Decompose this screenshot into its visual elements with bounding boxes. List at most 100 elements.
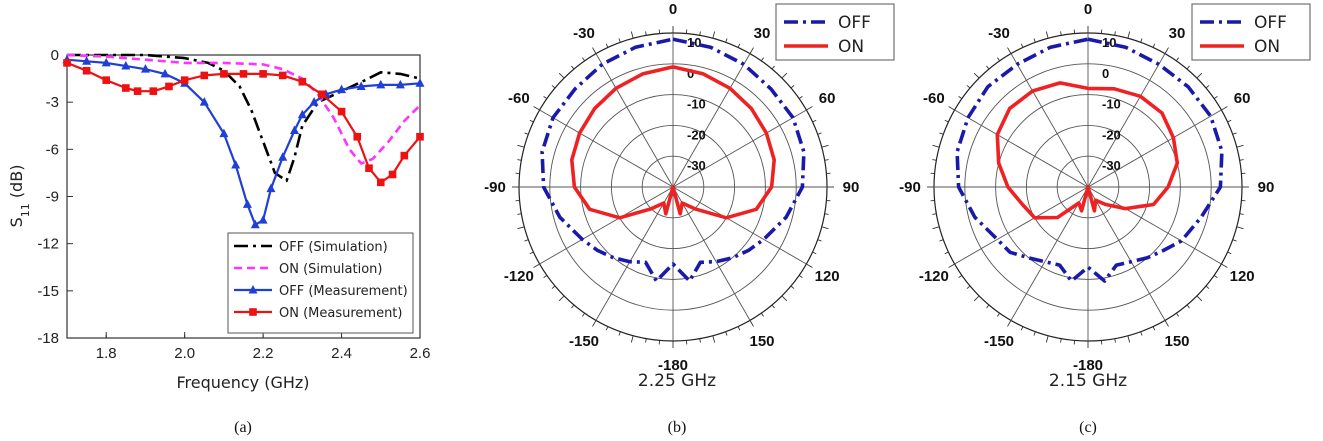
polar-tick [558,72,565,79]
polar-tick [1205,85,1210,89]
polar-tick [1060,338,1062,343]
polar-tick [1164,47,1169,54]
data-point [133,87,142,95]
polar-tick [699,338,701,343]
data-point [400,151,409,160]
polar-tick [1205,285,1210,289]
polar-tick [749,320,754,327]
data-point [82,56,92,65]
polar-tick [806,106,813,111]
polar-tick [712,31,716,39]
data-point [250,219,260,229]
polar-tick [966,85,971,89]
polar-spoke [954,186,1089,265]
polar-tick [605,326,609,331]
polar-tick [973,72,980,79]
polar-tick [725,38,728,43]
polar-tick [712,335,716,343]
polar-spoke [672,186,807,265]
series-line-0 [67,53,421,183]
angle-label: -150 [984,333,1014,350]
data-point [102,76,111,84]
polar-tick [932,213,937,215]
data-point [337,84,347,94]
ring-label: -20 [1102,127,1121,142]
data-point [388,170,397,179]
polar-tick [1236,144,1244,148]
polar-tick [948,263,955,268]
angle-label: 90 [843,179,860,196]
polar-tick [821,144,829,148]
polar-tick [1140,38,1143,43]
polar-tick [812,119,817,123]
y-tick-label: -3 [46,94,59,111]
polar-tick [605,43,609,48]
polar-tick [821,226,829,230]
polar-spoke [595,53,674,188]
angle-label: 90 [1258,179,1275,196]
polar-tick [798,96,803,100]
polar-legend-label: ON [1254,37,1280,57]
polar-tick [1232,239,1237,242]
data-point [415,78,425,87]
polar-tick [630,335,634,343]
ring-label: 0 [1102,66,1109,81]
data-point [231,160,241,169]
x-tick-label: 2.6 [410,345,431,362]
polar-tick [760,57,764,62]
data-point [140,64,150,73]
data-point [258,215,268,224]
polar-tick [1007,47,1012,54]
y-tick-label: 0 [51,47,59,64]
polar-tick [986,304,990,309]
angle-label: 150 [749,333,774,350]
polar-tick [1033,38,1036,43]
polar-spoke [1010,53,1089,188]
data-point [376,178,385,187]
y-tick-label: -6 [46,141,59,158]
angle-label: -120 [504,268,534,285]
angle-label: 120 [815,268,840,285]
polar-tick [1020,43,1024,48]
y-tick-label: -18 [37,330,59,347]
angle-label: -120 [919,268,949,285]
data-point [149,87,158,95]
data-point [122,84,130,92]
polar-tick [781,72,788,79]
polar-tick [517,213,522,215]
polar-tick [944,251,949,255]
data-point [82,66,91,75]
y-tick-label: -12 [37,236,59,253]
data-point [309,97,319,106]
ring-label: 0 [687,66,694,81]
polar-tick [771,304,775,309]
polar-tick [749,47,754,54]
polar-spoke [1087,186,1166,321]
data-point [200,71,209,80]
polar-spoke [672,109,807,188]
data-point [266,183,276,193]
data-point [278,152,288,161]
polar-tick [824,159,829,161]
polar-spoke [1010,186,1089,321]
panel-label-b: (b) [668,419,687,436]
x-tick-label: 1.8 [96,345,117,362]
polar-tick [592,320,597,327]
polar-tick [1186,65,1190,70]
polar-tick [524,132,529,135]
polar-chart-c: 0306090120150-180-150-120-90-60-30100-10… [899,1,1311,374]
polar-tick [997,312,1001,317]
polar-tick [824,213,829,215]
polar-tick [737,43,741,48]
angle-label: 30 [754,25,771,42]
polar-tick [939,239,944,242]
polar-tick [558,295,565,302]
data-point [165,82,173,91]
polar-tick [1140,331,1143,336]
polar-tick [529,251,534,255]
angle-label: 60 [819,90,836,107]
polar-tick [1175,57,1179,62]
polar-tick [1186,304,1190,309]
data-point [318,90,326,99]
